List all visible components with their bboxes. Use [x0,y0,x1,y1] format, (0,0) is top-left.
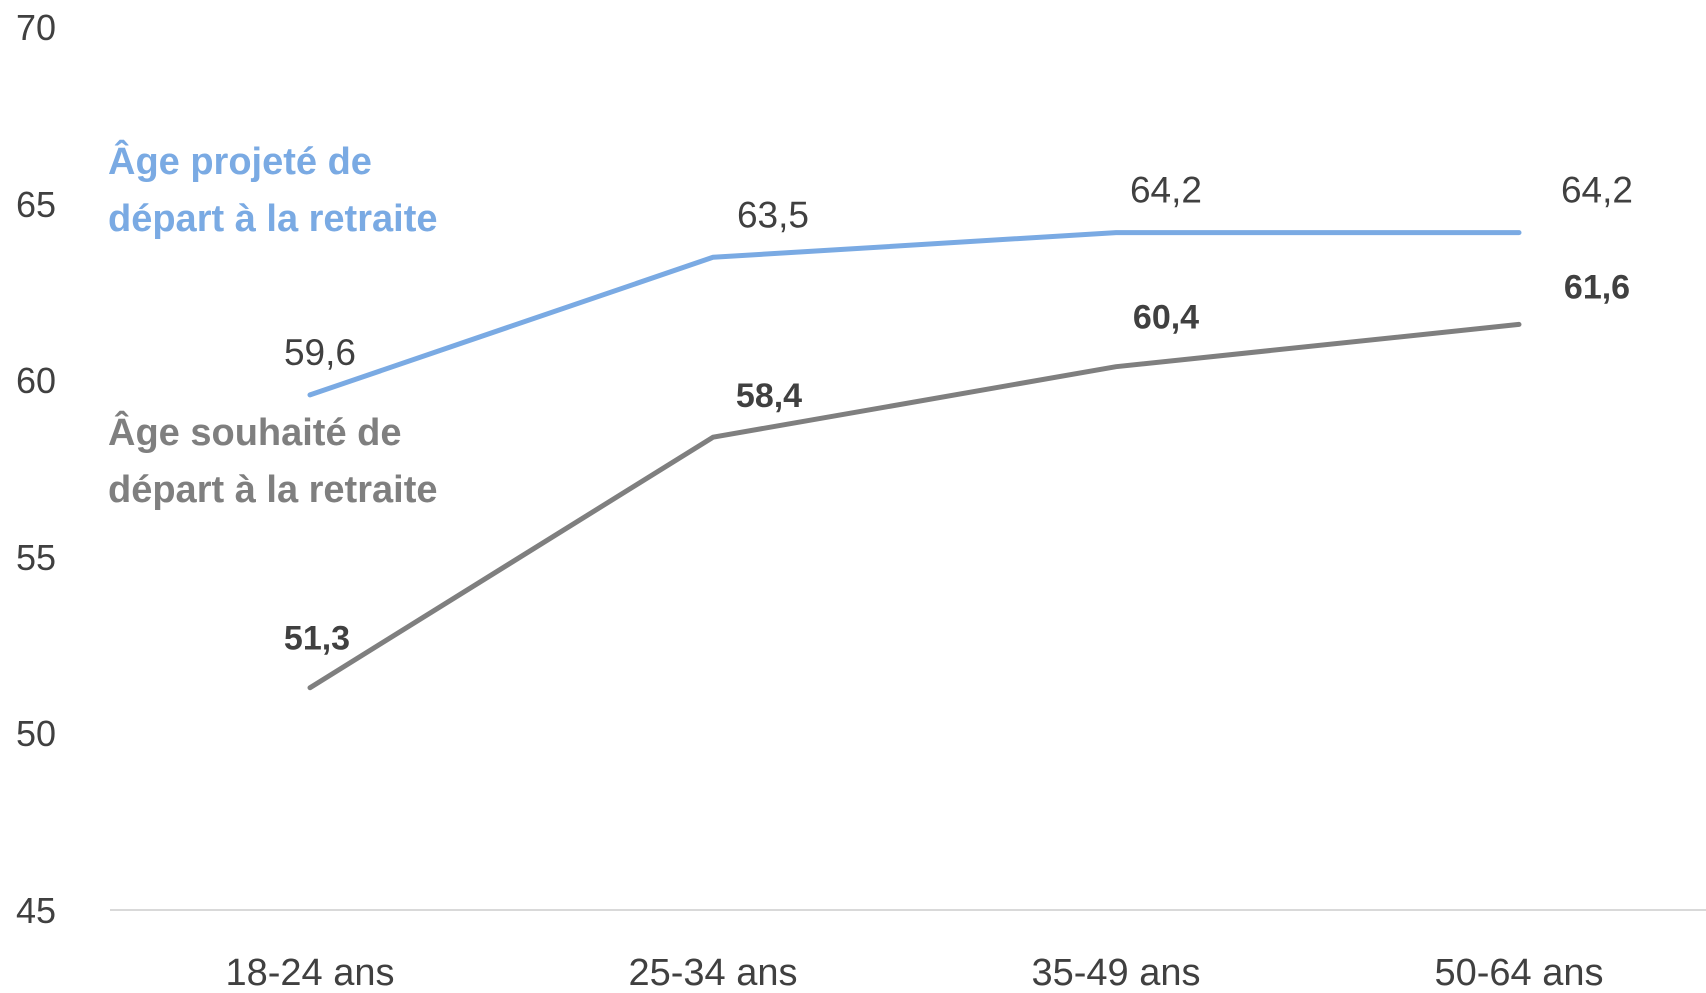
x-category-label-18-24: 18-24 ans [225,952,394,993]
series-label-projected-line-1: Âge projeté de [108,139,372,183]
y-tick-label-45: 45 [16,890,56,931]
data-label-projected-25-34: 63,5 [737,194,809,235]
y-axis-tick-labels: 70 65 60 55 50 45 [16,7,56,931]
y-tick-label-55: 55 [16,537,56,578]
y-tick-label-50: 50 [16,713,56,754]
series-line-projected-age [307,230,1522,398]
data-label-desired-35-49: 60,4 [1133,299,1199,337]
data-label-projected-35-49: 64,2 [1130,170,1202,211]
series-label-desired-line-2: départ à la retraite [108,469,437,511]
data-label-projected-18-24: 59,6 [284,332,356,373]
data-labels-projected-age: 59,6 63,5 64,2 64,2 [284,170,1633,373]
series-label-desired-line-1: Âge souhaité de [108,410,402,454]
series-label-projected-age: Âge projeté de départ à la retraite [108,139,437,240]
y-tick-label-60: 60 [16,360,56,401]
x-axis-category-labels: 18-24 ans 25-34 ans 35-49 ans 50-64 ans [225,952,1603,993]
x-category-label-35-49: 35-49 ans [1031,952,1200,993]
series-label-desired-age: Âge souhaité de départ à la retraite [108,410,437,511]
data-labels-desired-age: 51,3 58,4 60,4 61,6 [284,268,1630,657]
x-category-label-25-34: 25-34 ans [628,952,797,993]
y-tick-label-70: 70 [16,7,56,48]
series-line-desired-age [307,321,1522,691]
series-label-projected-line-2: départ à la retraite [108,198,437,240]
x-category-label-50-64: 50-64 ans [1434,952,1603,993]
y-tick-label-65: 65 [16,184,56,225]
data-label-desired-25-34: 58,4 [736,377,802,415]
data-label-desired-50-64: 61,6 [1564,268,1630,306]
data-label-projected-50-64: 64,2 [1561,170,1633,211]
data-label-desired-18-24: 51,3 [284,620,350,658]
